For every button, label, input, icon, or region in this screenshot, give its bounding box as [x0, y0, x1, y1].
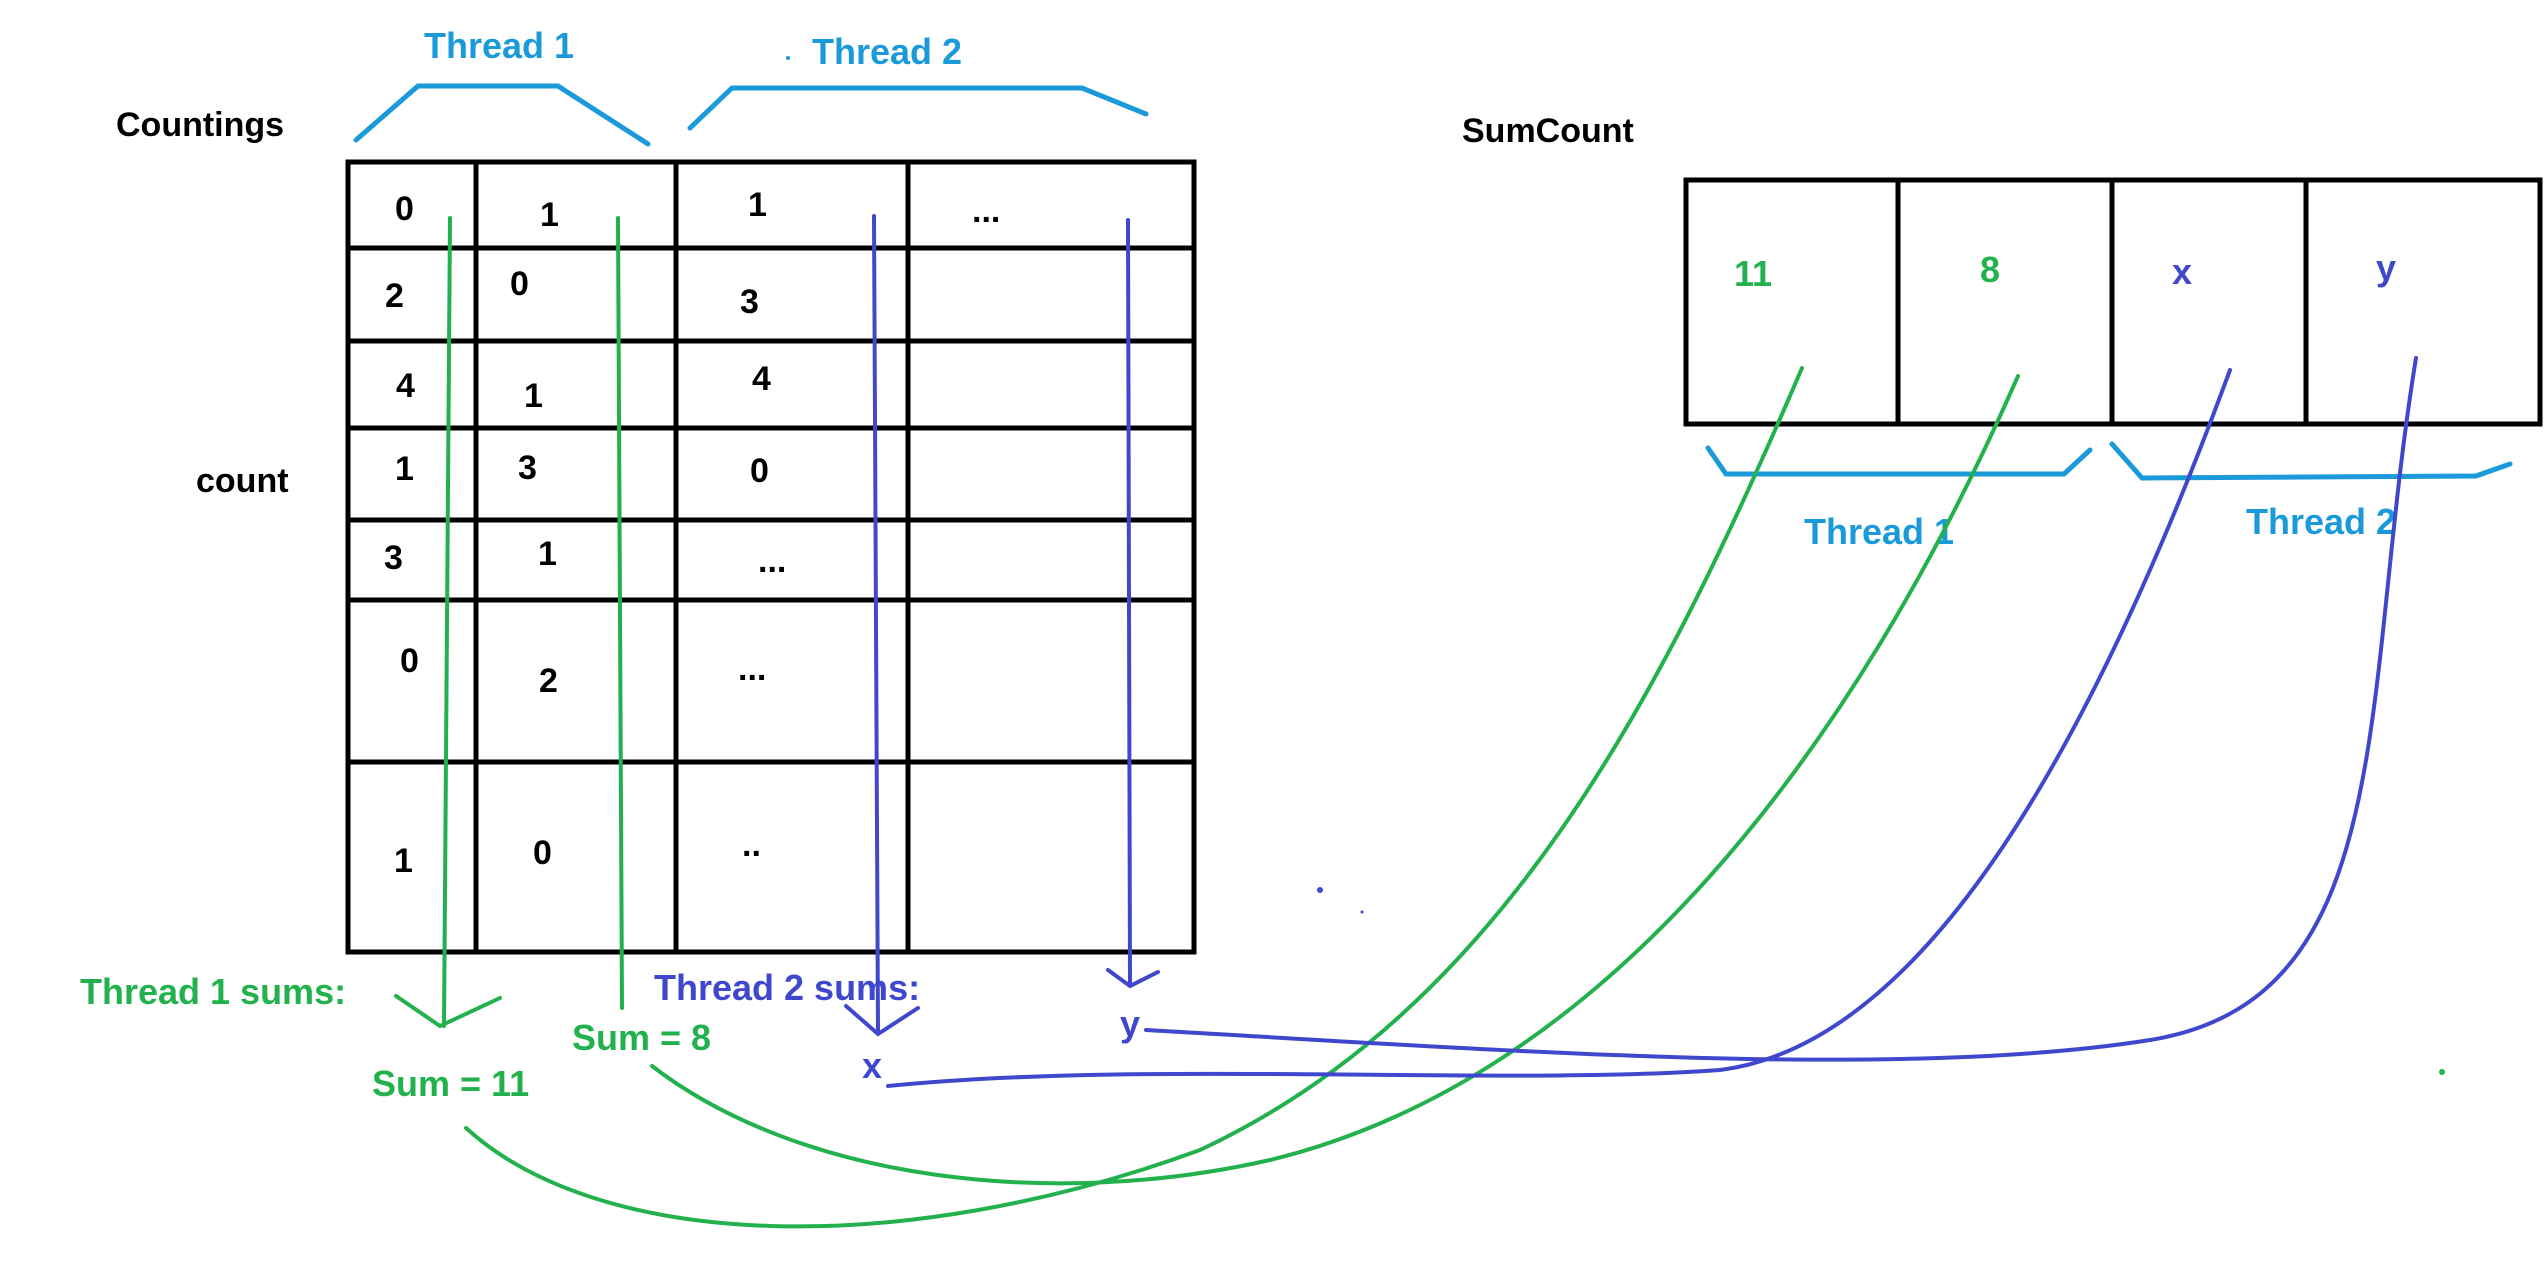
green-connection-curves: [466, 368, 2018, 1226]
table-cell: 1: [538, 535, 557, 573]
sumcount-label: SumCount: [1462, 112, 1634, 150]
table-cell: 1: [395, 450, 414, 488]
sumcount-cell: 11: [1734, 253, 1772, 294]
table-cell: 1: [748, 186, 767, 224]
table-cell: ..: [742, 826, 761, 864]
sum-11-label: Sum = 11: [372, 1063, 529, 1104]
table-cell: 1: [394, 842, 413, 880]
table-cell: 0: [400, 642, 419, 680]
thread1-top-label: Thread 1: [424, 25, 574, 66]
x-label: x: [862, 1045, 882, 1086]
table-cell: 3: [384, 539, 403, 577]
table-cell: 2: [385, 277, 404, 315]
thread2-sums-label: Thread 2 sums:: [654, 967, 920, 1008]
table-cell: 0: [395, 190, 414, 228]
count-label: count: [196, 462, 289, 500]
table-cell: 3: [740, 283, 759, 321]
table-cell: 1: [540, 196, 559, 234]
thread1-top-brace: [356, 86, 648, 144]
stray-dot: [1361, 911, 1364, 914]
table-cell: ...: [738, 650, 766, 688]
table-cell: ...: [972, 192, 1000, 230]
table-cell: 2: [539, 662, 558, 700]
table-cell: 1: [524, 377, 543, 415]
sumcount-cell: y: [2376, 247, 2396, 288]
sumcount-cell: 8: [1980, 249, 2000, 290]
sum-8-label: Sum = 8: [572, 1017, 711, 1058]
thread1-sums-label: Thread 1 sums:: [80, 971, 346, 1012]
table-cell: 0: [510, 265, 529, 303]
thread2-right-brace: [2112, 444, 2510, 478]
stray-dot: [2439, 1069, 2445, 1075]
thread2-top-label: Thread 2: [812, 31, 962, 72]
y-label: y: [1120, 1003, 1140, 1044]
table-cell: 4: [752, 360, 771, 398]
table-cell: 4: [396, 367, 415, 405]
stray-dot: [1317, 887, 1323, 893]
sumcount-cell: x: [2172, 251, 2192, 292]
table-cell: ...: [758, 542, 786, 580]
countings-label: Countings: [116, 106, 284, 144]
thread1-right-label: Thread 1: [1804, 511, 1954, 552]
table-cell: 0: [750, 452, 769, 490]
thread2-right-label: Thread 2: [2246, 501, 2396, 542]
table-cell: 0: [533, 834, 552, 872]
table-cell: 3: [518, 449, 537, 487]
